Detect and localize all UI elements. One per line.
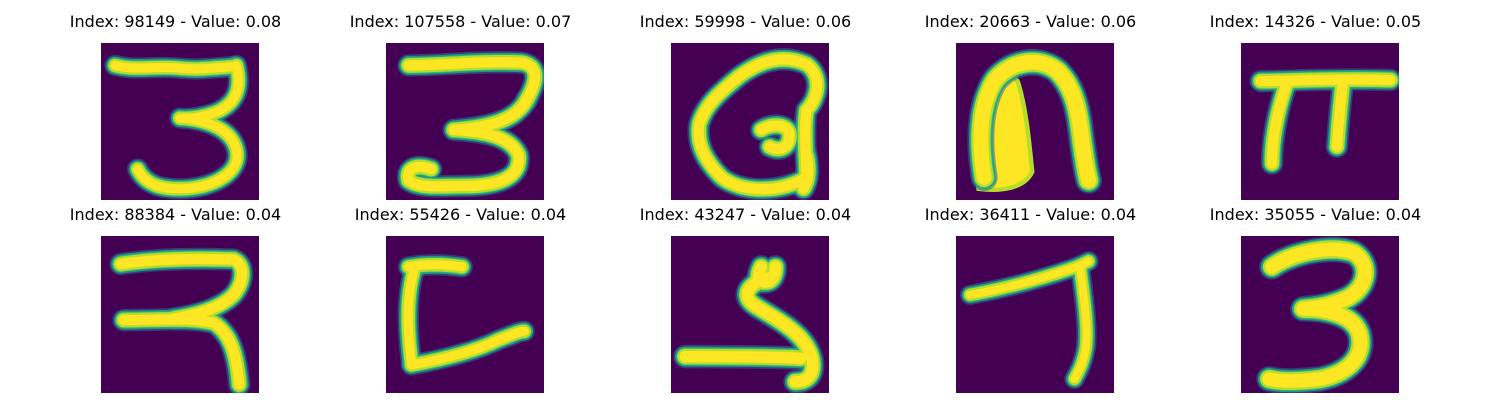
image-panel: Index: 59998 - Value: 0.06 bbox=[603, 10, 888, 200]
panel-title: Index: 36411 - Value: 0.04 bbox=[924, 205, 1137, 224]
image-panel: Index: 20663 - Value: 0.06 bbox=[888, 10, 1173, 200]
panel-title: Index: 88384 - Value: 0.04 bbox=[69, 205, 282, 224]
panel-title: Index: 43247 - Value: 0.04 bbox=[639, 205, 852, 224]
digit-stroke bbox=[679, 350, 807, 364]
digit-stroke bbox=[133, 60, 243, 194]
image-panel: Index: 14326 - Value: 0.05 bbox=[1173, 10, 1458, 200]
digit-stroke bbox=[741, 272, 819, 388]
digit-image bbox=[956, 43, 1114, 200]
digit-stroke bbox=[1070, 262, 1091, 383]
digit-stroke bbox=[798, 150, 814, 194]
image-panel: Index: 55426 - Value: 0.04 bbox=[318, 203, 603, 393]
panel-title: Index: 55426 - Value: 0.04 bbox=[354, 205, 567, 224]
digit-stroke bbox=[403, 94, 533, 192]
digit-stroke bbox=[110, 60, 239, 74]
image-panel: Index: 36411 - Value: 0.04 bbox=[888, 203, 1173, 393]
digit-stroke bbox=[1266, 80, 1292, 169]
digit-image bbox=[671, 236, 829, 393]
digit-stroke bbox=[973, 55, 1096, 188]
digit-image bbox=[1241, 236, 1399, 393]
digit-stroke bbox=[1331, 80, 1348, 152]
panel-title: Index: 107558 - Value: 0.07 bbox=[349, 12, 572, 31]
digit-stroke bbox=[115, 253, 248, 324]
image-panel: Index: 35055 - Value: 0.04 bbox=[1173, 203, 1458, 393]
image-panel: Index: 98149 - Value: 0.08 bbox=[33, 10, 318, 200]
digit-stroke bbox=[1262, 242, 1372, 388]
image-panel: Index: 43247 - Value: 0.04 bbox=[603, 203, 888, 393]
panel-title: Index: 98149 - Value: 0.08 bbox=[69, 12, 282, 31]
digit-image bbox=[1241, 43, 1399, 200]
panel-title: Index: 59998 - Value: 0.06 bbox=[639, 12, 852, 31]
panel-title: Index: 14326 - Value: 0.05 bbox=[1209, 12, 1422, 31]
digit-stroke bbox=[403, 57, 540, 105]
image-panel: Index: 107558 - Value: 0.07 bbox=[318, 10, 603, 200]
digit-image bbox=[956, 236, 1114, 393]
digit-image bbox=[671, 43, 829, 200]
digit-image bbox=[101, 236, 259, 393]
digit-image bbox=[386, 236, 544, 393]
image-background bbox=[1241, 43, 1399, 200]
digit-stroke bbox=[403, 265, 419, 367]
digit-image bbox=[101, 43, 259, 200]
panel-title: Index: 35055 - Value: 0.04 bbox=[1209, 205, 1422, 224]
digit-image bbox=[386, 43, 544, 200]
digit-stroke bbox=[118, 314, 245, 390]
panel-title: Index: 20663 - Value: 0.06 bbox=[924, 12, 1137, 31]
image-panel: Index: 88384 - Value: 0.04 bbox=[33, 203, 318, 393]
digit-stroke bbox=[1255, 74, 1396, 87]
digit-stroke bbox=[756, 120, 795, 154]
digit-stroke bbox=[406, 326, 529, 370]
